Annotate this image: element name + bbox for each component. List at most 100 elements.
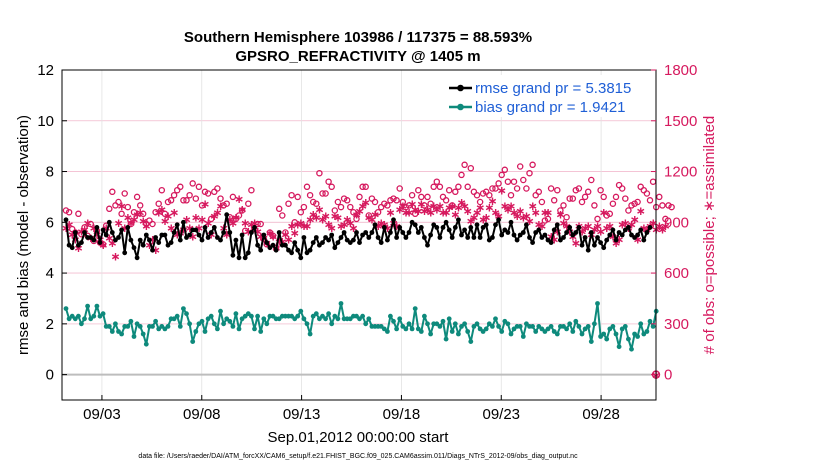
rmse-point: [366, 235, 372, 240]
obs-assimilated-point: ∗: [333, 211, 343, 225]
obs-possible-point: [430, 183, 437, 191]
bias-point: [610, 324, 616, 329]
right-y-tick-label: 1500: [664, 113, 697, 130]
bias-point: [100, 311, 106, 317]
obs-assimilated-point: ∗: [444, 201, 454, 215]
obs-assimilated-point: ∗: [419, 204, 429, 218]
rmse-point: [218, 237, 223, 243]
bias-point: [422, 313, 427, 319]
rmse-point: [619, 232, 625, 238]
bias-point: [202, 329, 208, 334]
axis-ticks: [62, 69, 656, 400]
obs-assimilated-point: ∗: [120, 221, 130, 235]
left-y-tick-label: 10: [37, 113, 54, 130]
obs-possible-point: [538, 198, 546, 206]
obs-assimilated-point: ∗: [630, 212, 640, 226]
left-y-axis-label: rmse and bias (model - observation): [15, 115, 32, 355]
bias-point: [428, 331, 433, 337]
bias-point: [221, 321, 227, 327]
bias-point: [360, 313, 365, 319]
obs-assimilated-point: ∗: [138, 214, 148, 228]
obs-assimilated-point: ∗: [147, 233, 157, 247]
obs-assimilated-point: ∗: [76, 224, 86, 238]
bias-point: [626, 336, 631, 342]
obs-assimilated-point: ∗: [605, 219, 615, 233]
obs-assimilated-point: ∗: [596, 224, 606, 238]
rmse-point: [520, 230, 526, 235]
obs-assimilated-point: ∗: [592, 219, 602, 233]
obs-assimilated-point: ∗: [395, 202, 405, 216]
rmse-point: [626, 225, 631, 230]
bias-point: [437, 324, 443, 329]
obs-assimilated-point: ∗: [203, 216, 213, 230]
bias-point: [313, 311, 319, 317]
obs-possible-point: [158, 186, 166, 194]
rmse-point: [205, 235, 211, 240]
bias-point: [193, 329, 199, 334]
rmse-point: [567, 225, 573, 230]
bias-point: [338, 301, 344, 306]
obs-assimilated-point: ∗: [249, 216, 259, 230]
bias-point: [187, 321, 193, 327]
bias-point: [490, 324, 495, 329]
rmse-point: [601, 245, 607, 251]
obs-assimilated-point: ∗: [98, 238, 108, 252]
x-tick-label: 09/18: [383, 406, 421, 423]
right-y-tick-label: 600: [664, 265, 689, 282]
rmse-point: [341, 230, 347, 235]
bias-point: [264, 321, 270, 327]
obs-possible-point: [609, 200, 617, 207]
obs-possible-point: [121, 190, 128, 197]
obs-possible-point: [245, 200, 252, 207]
legend-rmse-marker: [457, 84, 464, 92]
left-axis-tick-labels: 0 2 4 6 8 10 12: [37, 62, 54, 384]
obs-assimilated-point: ∗: [234, 192, 244, 206]
rmse-point: [357, 240, 362, 246]
obs-assimilated-point: ∗: [101, 221, 111, 235]
bias-point: [255, 313, 260, 319]
obs-assimilated-point: ∗: [274, 234, 284, 248]
obs-possible-point: [189, 180, 196, 187]
rmse-point: [221, 230, 227, 235]
rmse-point: [258, 247, 264, 253]
obs-assimilated-point: ∗: [129, 212, 139, 226]
obs-possible-point: [581, 193, 589, 201]
rmse-point: [211, 225, 217, 230]
obs-possible-point: [115, 198, 122, 206]
obs-assimilated-point: ∗: [426, 206, 436, 220]
rmse-point: [276, 230, 282, 235]
obs-assimilated-point: ∗: [515, 204, 525, 218]
x-tick-label: 09/03: [83, 406, 121, 423]
obs-possible-point: [424, 193, 431, 201]
obs-assimilated-point: ∗: [240, 216, 250, 230]
obs-possible-point: [520, 176, 527, 184]
rmse-point: [143, 232, 149, 238]
obs-possible-point: [600, 193, 607, 201]
bias-series: [63, 301, 659, 352]
rmse-point: [505, 230, 511, 235]
observation-count-series: ∗∗∗∗∗∗∗∗∗∗∗∗∗∗∗∗∗∗∗∗∗∗∗∗∗∗∗∗∗∗∗∗∗∗∗∗∗∗∗∗…: [61, 161, 675, 264]
bias-point: [131, 334, 137, 339]
obs-possible-point: [207, 215, 215, 223]
rmse-point: [422, 235, 427, 240]
rmse-point: [283, 242, 288, 248]
obs-assimilated-point: ∗: [157, 202, 167, 216]
obs-assimilated-point: ∗: [546, 229, 556, 243]
obs-possible-point: [198, 202, 206, 209]
bias-point: [298, 308, 304, 314]
obs-assimilated-point: ∗: [608, 229, 618, 243]
bias-point: [137, 324, 143, 329]
bias-point: [449, 329, 455, 334]
obs-assimilated-point: ∗: [376, 216, 386, 230]
obs-possible-point: [235, 212, 243, 219]
obs-possible-point: [118, 210, 125, 218]
bias-point: [638, 321, 644, 327]
obs-assimilated-point: ∗: [200, 197, 210, 211]
rmse-point: [406, 230, 412, 235]
obs-possible-point: [418, 193, 425, 201]
obs-assimilated-point: ∗: [521, 209, 531, 223]
rmse-point: [298, 255, 304, 261]
obs-assimilated-point: ∗: [348, 221, 358, 235]
obs-assimilated-point: ∗: [228, 216, 238, 230]
obs-assimilated-point: ∗: [317, 212, 327, 226]
